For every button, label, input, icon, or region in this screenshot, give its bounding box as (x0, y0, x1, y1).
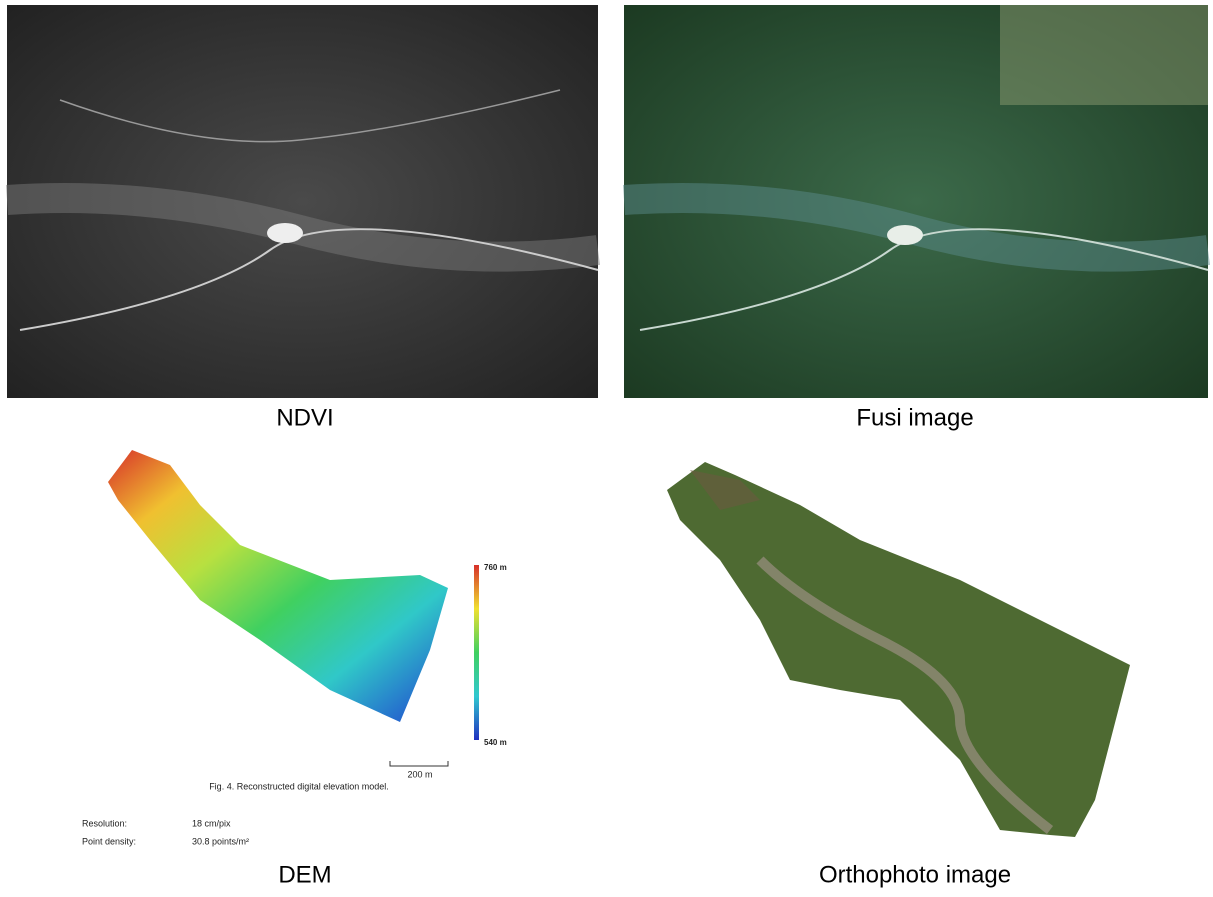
scale-bar (390, 761, 448, 766)
colorbar (474, 565, 479, 740)
dem-map (108, 450, 448, 722)
stat-value: 18 cm/pix (192, 818, 231, 828)
figure-caption: Fig. 4. Reconstructed digital elevation … (209, 781, 389, 791)
page: NDVI Fusi image 760 m 540 m 200 m Fig. 4… (0, 0, 1213, 892)
panel-caption: NDVI (276, 404, 333, 431)
panel-caption: DEM (278, 861, 331, 888)
fusi-image (624, 5, 1208, 398)
orthophoto-image (667, 462, 1130, 837)
colorbar-label: 540 m (484, 738, 507, 747)
ndvi-image (7, 5, 598, 398)
stat-label: Resolution: (82, 818, 127, 828)
stat-value: 30.8 points/m² (192, 836, 249, 846)
colorbar-label: 760 m (484, 563, 507, 572)
figure: NDVI Fusi image 760 m 540 m 200 m Fig. 4… (0, 0, 1213, 892)
scale-label: 200 m (407, 769, 432, 779)
panel-caption: Orthophoto image (819, 861, 1011, 888)
panel-caption: Fusi image (856, 404, 973, 431)
stat-label: Point density: (82, 836, 136, 846)
